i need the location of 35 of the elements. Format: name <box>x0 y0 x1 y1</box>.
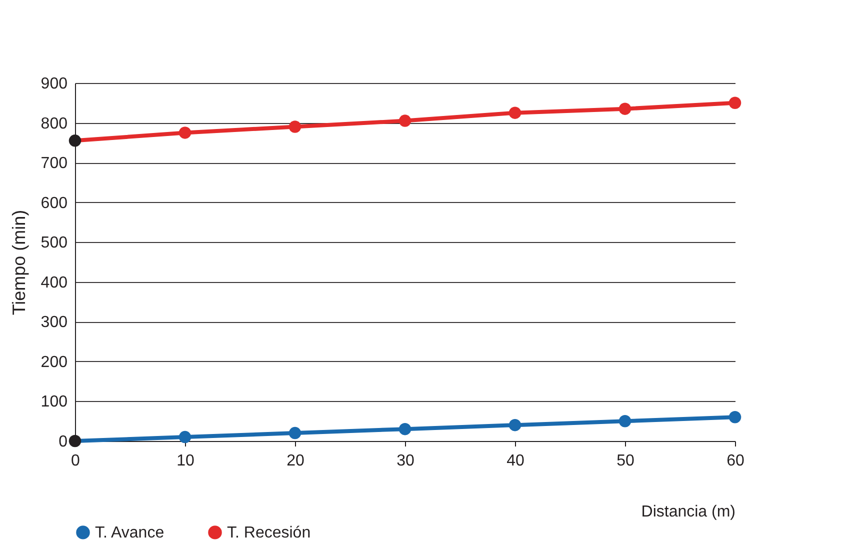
y-tick-label: 0 <box>58 434 68 450</box>
point <box>618 415 632 428</box>
x-tick-label: 60 <box>726 452 744 470</box>
x-tick-label: 50 <box>616 452 634 470</box>
point <box>288 120 302 133</box>
y-tick-label: 100 <box>40 394 68 411</box>
y-axis-title: Tiempo (min) <box>8 210 29 316</box>
point <box>178 430 192 444</box>
x-tick-label: 20 <box>286 452 304 470</box>
point <box>398 114 412 127</box>
y-tick-label: 900 <box>40 76 68 92</box>
legend-label: T. Recesión <box>227 524 311 542</box>
y-tick-label: 400 <box>40 274 68 292</box>
y-tick-label: 700 <box>40 155 68 172</box>
y-tick-label: 200 <box>40 354 68 371</box>
x-axis-title: Distancia (m) <box>641 504 736 520</box>
x-tick-label: 30 <box>396 452 414 470</box>
point <box>508 418 522 432</box>
y-tick-label: 800 <box>40 115 68 132</box>
point <box>68 134 82 147</box>
y-tick-label: 600 <box>40 194 68 212</box>
x-tick-label: 40 <box>506 452 524 470</box>
x-tick-label: 10 <box>176 452 194 470</box>
point <box>728 96 742 109</box>
point <box>288 426 302 440</box>
point <box>68 434 82 448</box>
legend-label: T. Avance <box>95 524 164 542</box>
y-tick-label: 300 <box>40 314 68 332</box>
y-tick-label: 500 <box>40 234 68 252</box>
x-tick-label: 0 <box>71 452 80 470</box>
point <box>728 411 742 424</box>
point <box>618 102 632 115</box>
point <box>178 126 192 139</box>
point <box>508 106 522 119</box>
point <box>398 422 412 436</box>
